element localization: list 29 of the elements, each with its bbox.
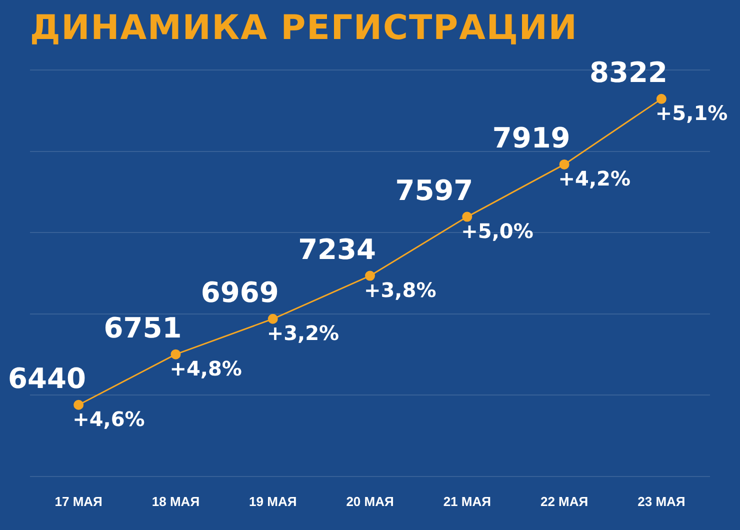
chart-title: ДИНАМИКА РЕГИСТРАЦИИ bbox=[30, 8, 578, 48]
x-tick-label: 17 МАЯ bbox=[54, 494, 102, 509]
data-label: 7597 bbox=[395, 174, 474, 208]
annotation: +4,8% bbox=[170, 356, 242, 381]
x-tick-label: 19 МАЯ bbox=[249, 494, 297, 509]
x-tick-label: 20 МАЯ bbox=[346, 494, 394, 509]
data-label: 6751 bbox=[104, 312, 182, 345]
point bbox=[656, 94, 666, 104]
data-label: 7234 bbox=[298, 233, 376, 266]
point bbox=[365, 270, 375, 281]
data-label: 6969 bbox=[200, 276, 279, 310]
annotation: +3,2% bbox=[266, 321, 340, 346]
x-tick-label: 23 МАЯ bbox=[638, 494, 686, 509]
annotation: +5,0% bbox=[461, 218, 534, 243]
data-label: 8322 bbox=[589, 56, 668, 90]
data-label: 7919 bbox=[492, 122, 570, 155]
annotation: +3,8% bbox=[364, 278, 436, 302]
x-tick-label: 22 МАЯ bbox=[540, 494, 588, 509]
point bbox=[74, 400, 84, 410]
point bbox=[268, 314, 278, 324]
x-tick-label: 18 МАЯ bbox=[152, 494, 200, 509]
point bbox=[462, 212, 472, 222]
annotation: +4,2% bbox=[558, 166, 631, 191]
point bbox=[559, 159, 570, 170]
annotation: +4,6% bbox=[72, 407, 145, 432]
data-label: 6440 bbox=[8, 362, 86, 396]
x-tick-label: 21 МАЯ bbox=[443, 494, 491, 509]
point bbox=[170, 349, 181, 360]
annotation: +5,1% bbox=[655, 101, 728, 126]
